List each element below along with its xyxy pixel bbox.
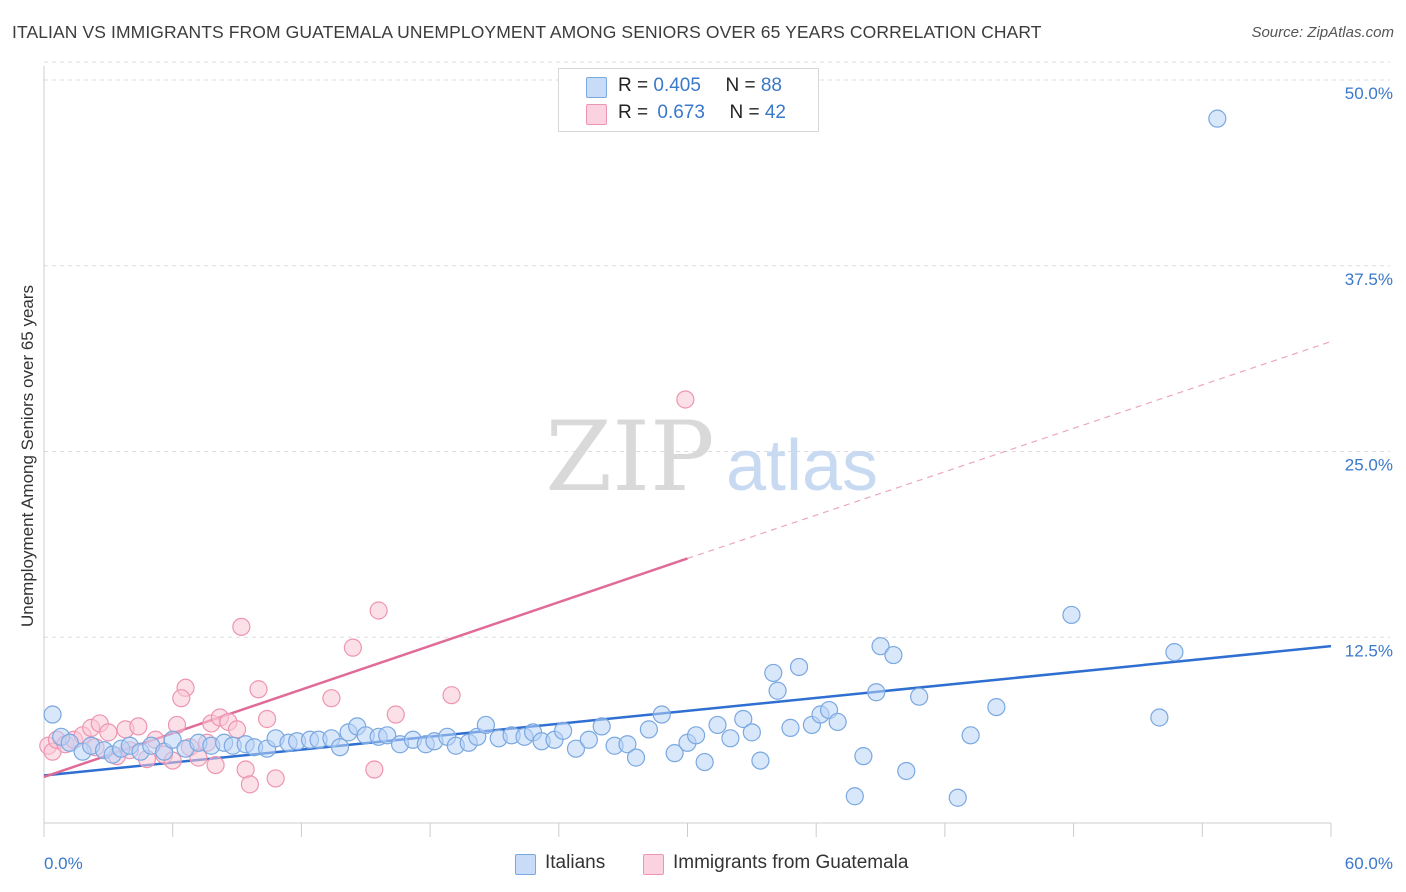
guatemala-point: [365, 760, 384, 779]
guatemala-point: [232, 617, 251, 636]
italian-point: [686, 726, 706, 745]
italian-point: [330, 738, 350, 757]
italian-point: [566, 739, 586, 758]
legend-n-value: 88: [760, 75, 782, 96]
guatemala-point: [249, 680, 268, 699]
legend-text-italians: R = 0.405 N = 88: [618, 75, 782, 97]
legend-n-label: N =: [725, 75, 761, 96]
italian-point: [987, 697, 1006, 717]
italian-point: [665, 744, 684, 763]
legend-swatch-italians: [586, 77, 607, 98]
italian-point: [948, 788, 967, 807]
italian-point: [43, 705, 62, 724]
italian-point: [734, 709, 753, 729]
legend-r-label: R =: [618, 75, 654, 96]
guatemala-point: [257, 709, 277, 729]
y-axis-label: Unemployment Among Seniors over 65 years: [18, 284, 37, 628]
guatemala-point: [129, 717, 148, 736]
correlation-legend: R = 0.405 N = 88 R = 0.673 N = 42: [558, 68, 819, 132]
italian-point: [845, 787, 864, 806]
italian-point: [652, 705, 671, 724]
italian-point: [1062, 605, 1081, 625]
guatemala-point: [227, 720, 247, 739]
italian-point: [579, 730, 598, 749]
guatemala-point: [676, 390, 695, 409]
italian-point: [618, 735, 637, 754]
italian-point: [60, 733, 79, 752]
watermark: ZIP atlas: [545, 401, 878, 513]
y-tick-label: 37.5%: [1345, 270, 1393, 289]
gridlines: [44, 61, 1390, 638]
legend-n-label: N =: [729, 102, 765, 123]
guatemala-point: [206, 755, 225, 775]
italian-point: [1208, 109, 1227, 128]
italian-point: [768, 681, 787, 700]
italian-point: [781, 718, 800, 737]
italian-point: [897, 761, 916, 781]
italian-point: [378, 726, 397, 745]
legend-n-value: 42: [764, 102, 786, 123]
italian-point: [910, 687, 929, 706]
y-tick-label: 50.0%: [1345, 84, 1393, 103]
axes: [43, 66, 1332, 837]
legend-r-value: 0.673: [657, 102, 705, 123]
chart-title: ITALIAN VS IMMIGRANTS FROM GUATEMALA UNE…: [12, 22, 1042, 42]
watermark-zip: ZIP: [545, 401, 714, 513]
italian-point: [1150, 708, 1169, 727]
italian-point: [592, 717, 611, 736]
x-tick-label: 0.0%: [44, 854, 83, 873]
guatemala-point: [172, 689, 191, 708]
italian-point: [639, 720, 658, 739]
italian-point: [553, 721, 573, 740]
bottom-legend-label-italians: Italians: [545, 852, 606, 873]
source-label: Source: ZipAtlas.com: [1251, 24, 1394, 41]
italian-point: [1165, 643, 1184, 662]
y-tick-label: 12.5%: [1345, 641, 1393, 660]
guatemala-point: [369, 601, 388, 620]
guatemala-point: [266, 769, 285, 788]
guatemala-point: [442, 686, 461, 705]
italian-point: [695, 752, 714, 772]
guatemala-point: [99, 723, 118, 742]
bottom-legend-swatch-italians: [515, 854, 536, 875]
italian-point: [867, 683, 886, 702]
guatemala-point: [343, 638, 362, 657]
tick-labels: 12.5% 25.0% 37.5% 50.0% 0.0% 60.0%: [44, 84, 1393, 873]
italian-point: [721, 729, 740, 748]
guatemala-point: [322, 689, 341, 708]
italian-point: [854, 747, 873, 766]
guatemala-point: [240, 775, 260, 794]
legend-swatch-guatemala: [586, 104, 607, 125]
guatemala-point: [386, 705, 405, 724]
legend-r-value: 0.405: [653, 75, 701, 96]
italian-point: [626, 748, 646, 767]
x-tick-label: 60.0%: [1345, 854, 1393, 873]
y-tick-label: 25.0%: [1345, 456, 1393, 475]
bottom-legend-label-guatemala: Immigrants from Guatemala: [673, 852, 909, 873]
legend-r-label: R =: [618, 102, 654, 123]
italian-point: [871, 637, 890, 656]
watermark-atlas: atlas: [726, 426, 878, 506]
guatemala-trend-extension: [687, 340, 1332, 560]
italian-point: [163, 730, 182, 749]
italian-point: [789, 657, 809, 677]
italian-point: [476, 715, 495, 735]
italian-point: [961, 726, 980, 745]
italian-point: [764, 663, 783, 683]
italian-point: [708, 715, 727, 735]
bottom-legend-swatch-guatemala: [643, 854, 664, 875]
italian-point: [828, 712, 847, 732]
italian-points: [43, 109, 1227, 807]
italian-point: [742, 723, 761, 742]
italian-point: [751, 751, 770, 770]
italian-point: [884, 645, 903, 665]
legend-text-guatemala: R = 0.673 N = 42: [618, 102, 786, 124]
